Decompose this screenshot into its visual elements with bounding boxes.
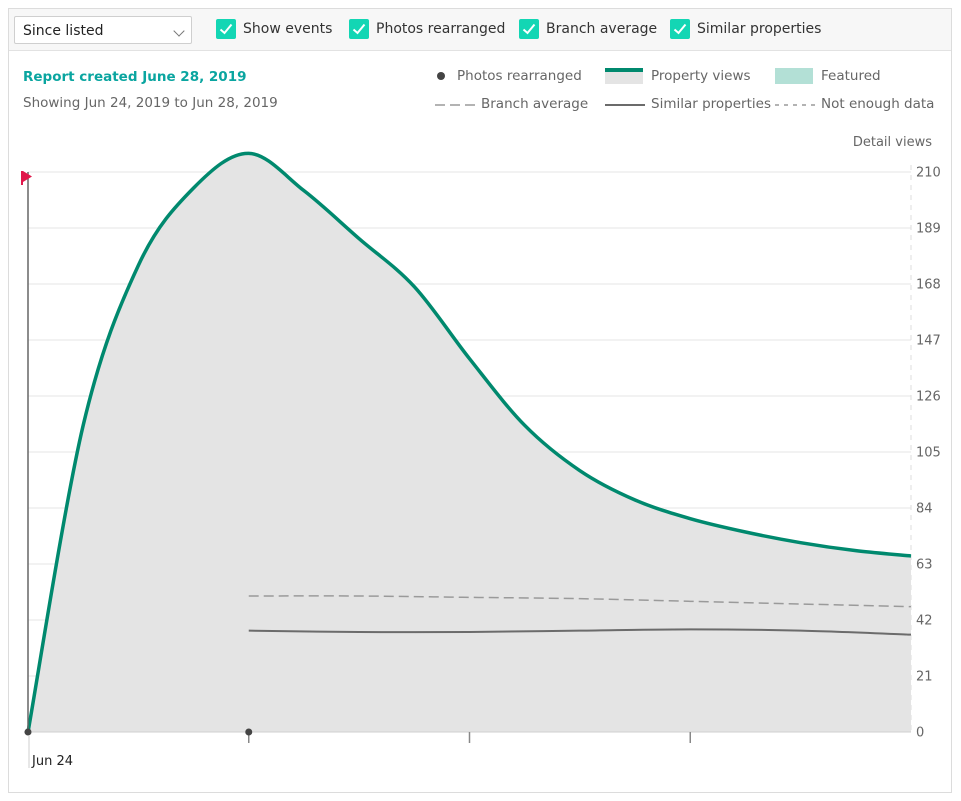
toolbar: Since listed Show events Photos rearrang… — [9, 9, 951, 51]
y-tick-label: 126 — [916, 390, 941, 405]
show-events-label: Show events — [243, 21, 333, 37]
property-views-line — [26, 151, 912, 733]
legend-property-views: Property views — [651, 68, 751, 84]
report-range: Showing Jun 24, 2019 to Jun 28, 2019 — [23, 95, 278, 111]
featured-legend-swatch — [775, 68, 813, 84]
similar-properties-legend-line — [605, 104, 645, 106]
checkmark-icon — [519, 19, 539, 39]
photos-rearranged-event-marker — [245, 728, 253, 736]
legend-not-enough-data: Not enough data — [821, 96, 935, 112]
photos-rearranged-legend-dot — [437, 72, 445, 80]
y-tick-label: 147 — [916, 334, 941, 349]
checkmark-icon — [216, 19, 236, 39]
y-tick-label: 42 — [916, 614, 933, 629]
photos-rearranged-label: Photos rearranged — [376, 21, 506, 37]
similar-properties-line — [248, 628, 912, 636]
event-flag-icon — [21, 171, 23, 185]
branch-average-legend-line — [435, 104, 475, 106]
property-views-legend-swatch — [605, 68, 643, 84]
not-enough-data-legend-line — [775, 104, 815, 106]
branch-average-line — [248, 595, 912, 608]
y-tick-label: 105 — [916, 446, 941, 461]
legend-photos-rearranged: Photos rearranged — [457, 68, 582, 84]
y-tick-label: 84 — [916, 502, 933, 517]
y-tick-label: 0 — [916, 726, 924, 741]
legend-featured: Featured — [821, 68, 881, 84]
photos-rearranged-event-marker — [24, 728, 32, 736]
legend-branch-average: Branch average — [481, 96, 589, 112]
y-tick-label: 21 — [916, 670, 933, 685]
y-tick-label: 189 — [916, 222, 941, 237]
event-flag-icon — [23, 171, 32, 182]
y-tick-label: 168 — [916, 278, 941, 293]
branch-average-label: Branch average — [546, 21, 658, 37]
period-select[interactable]: Since listed — [14, 16, 192, 44]
legend-similar-properties: Similar properties — [651, 96, 771, 112]
similar-properties-label: Similar properties — [697, 21, 822, 37]
report-title: Report created June 28, 2019 — [23, 69, 247, 85]
checkmark-icon — [670, 19, 690, 39]
y-axis-title: Detail views — [852, 135, 932, 150]
y-tick-label: 63 — [916, 558, 933, 573]
property-views-area — [28, 153, 911, 732]
checkmark-icon — [349, 19, 369, 39]
y-tick-label: 210 — [916, 166, 941, 181]
x-tick-label: Jun 24 — [31, 754, 73, 769]
period-select-value: Since listed — [23, 23, 104, 39]
